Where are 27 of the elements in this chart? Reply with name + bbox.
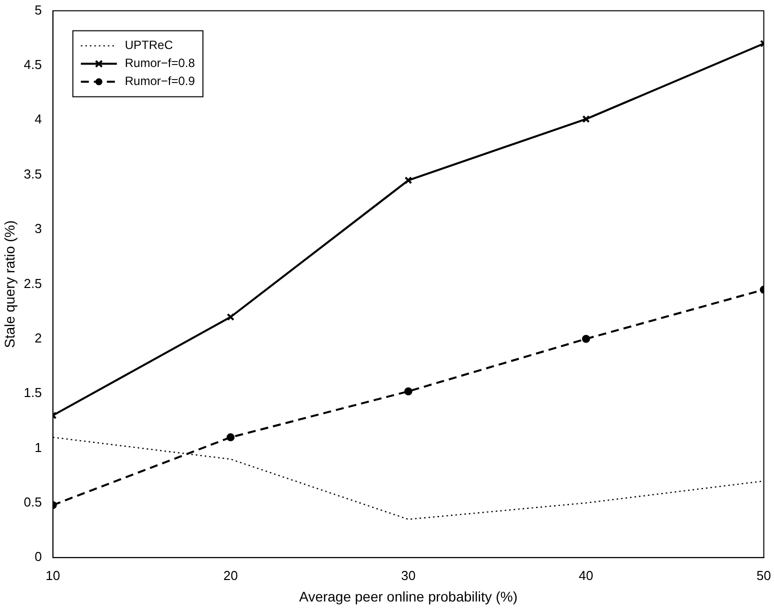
y-tick-label: 3.5 (24, 166, 42, 182)
y-tick-label: 2.5 (24, 276, 42, 291)
x-tick-label: 20 (223, 568, 238, 583)
y-tick-label: 2 (34, 330, 42, 346)
point (582, 334, 590, 343)
x-tick-label: 10 (46, 568, 60, 583)
legend-label: UPTReC (124, 38, 174, 52)
point (226, 433, 235, 442)
x-tick-label: 30 (401, 568, 416, 583)
point (226, 313, 234, 321)
y-tick-label: 0 (34, 549, 42, 564)
x-tick-label: 40 (578, 568, 594, 583)
x-axis-title: Average peer online probability (%) (299, 588, 518, 604)
point (582, 115, 590, 123)
y-tick-label: 1.5 (24, 385, 42, 400)
x-tick-label: 50 (756, 568, 772, 583)
legend-label: Rumor−f=0.8 (124, 56, 196, 70)
point (404, 387, 412, 396)
point (404, 176, 412, 184)
legend-label: Rumor−f=0.9 (124, 74, 196, 88)
y-tick-label: 5 (34, 2, 42, 18)
y-tick-label: 0.5 (24, 494, 42, 510)
y-tick-label: 3 (34, 221, 42, 236)
y-tick-label: 4.5 (24, 57, 42, 72)
y-tick-label: 1 (34, 440, 42, 455)
y-tick-label: 4 (34, 112, 42, 127)
y-axis-title: Stale query ratio (%) (1, 220, 18, 348)
